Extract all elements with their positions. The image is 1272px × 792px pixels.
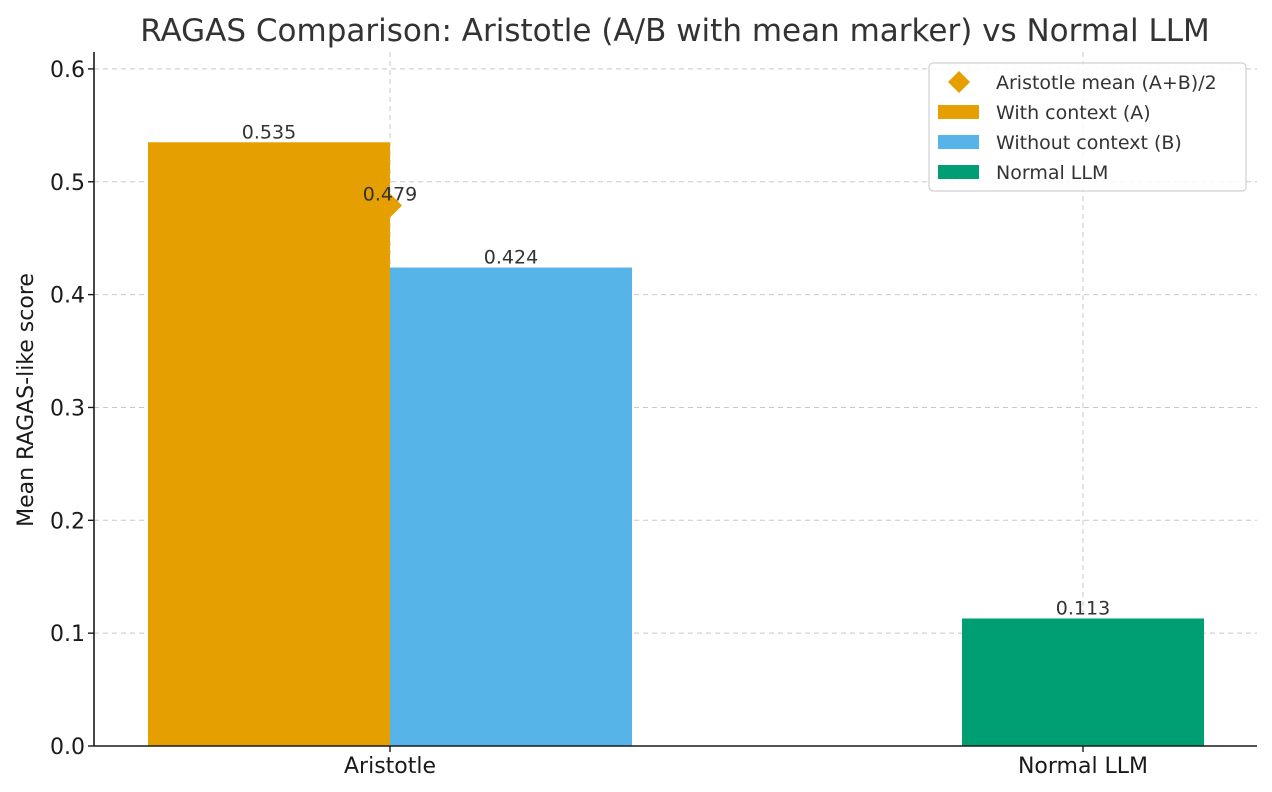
y-tick-label: 0.0 (50, 735, 85, 760)
legend-item-with-context-a: With context (A) (938, 102, 1151, 124)
chart-title: RAGAS Comparison: Aristotle (A/B with me… (140, 13, 1210, 49)
data-label-without-context-b: 0.424 (484, 247, 538, 269)
bar-normal-llm (962, 618, 1204, 746)
legend-label: Aristotle mean (A+B)/2 (996, 72, 1217, 94)
legend-label: Without context (B) (996, 132, 1182, 154)
y-tick-label: 0.5 (50, 171, 85, 196)
legend-swatch (938, 135, 979, 149)
mean-marker-diamond (378, 193, 402, 218)
bar-without-context-b (390, 267, 632, 746)
legend-swatch (938, 105, 979, 119)
y-axis-label: Mean RAGAS-like score (14, 273, 39, 527)
data-label-with-context-a: 0.535 (242, 121, 296, 143)
data-label-normal-llm: 0.113 (1056, 597, 1110, 619)
legend-label: With context (A) (996, 102, 1151, 124)
legend-item-normal-llm: Normal LLM (938, 162, 1108, 184)
y-tick-label: 0.2 (50, 509, 85, 534)
mean-marker-label: 0.479 (363, 183, 417, 205)
legend-swatch-diamond (948, 71, 970, 93)
y-tick-label: 0.1 (50, 622, 85, 647)
y-tick-label: 0.3 (50, 396, 85, 421)
legend: Aristotle mean (A+B)/2 With context (A) Wi… (928, 62, 1247, 192)
legend-label: Normal LLM (996, 162, 1108, 184)
legend-item-aristotle-mean-a-b-2: Aristotle mean (A+B)/2 (948, 71, 1217, 94)
ticks-layer: 0.0 0.1 0.2 0.3 0.4 0.5 0.6 Aristotle Normal LLM (50, 58, 1148, 779)
legend-box (928, 62, 1247, 192)
axes-layer (93, 52, 1257, 747)
x-tick-label-aristotle: Aristotle (344, 754, 436, 779)
data-labels-layer: 0.535 0.424 0.113 0.479 (242, 121, 1110, 619)
bar-with-context-a (148, 142, 390, 746)
legend-item-without-context-b: Without context (B) (938, 132, 1182, 154)
y-tick-label: 0.6 (50, 58, 85, 83)
legend-swatch (938, 165, 979, 179)
y-tick-label: 0.4 (50, 284, 85, 309)
bars-layer (148, 142, 1204, 746)
x-tick-label-normal-llm: Normal LLM (1018, 754, 1148, 779)
